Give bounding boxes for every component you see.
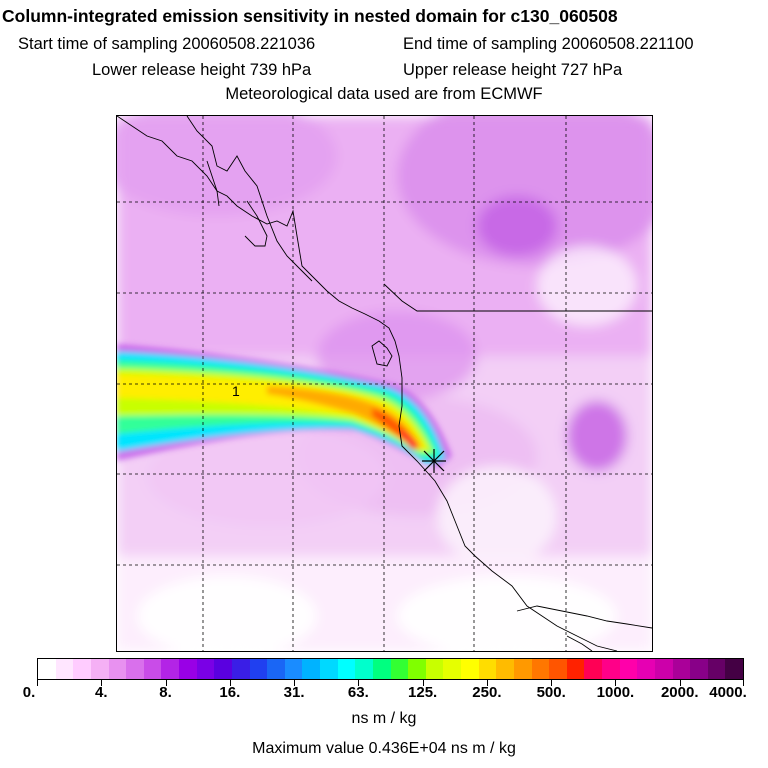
colorbar-segment bbox=[55, 659, 74, 679]
colorbar-tick-label: 8. bbox=[159, 684, 172, 701]
coastline-west bbox=[117, 116, 618, 651]
colorbar-tick-label: 4. bbox=[95, 684, 108, 701]
sensitivity-map: 1 bbox=[117, 116, 652, 651]
colorbar-segment bbox=[443, 659, 461, 679]
colorbar-segment bbox=[425, 659, 444, 679]
colorbar-segment bbox=[214, 659, 232, 679]
colorbar-segment bbox=[73, 659, 91, 679]
colorbar-tick-label: 31. bbox=[283, 684, 305, 701]
colorbar-tick bbox=[165, 680, 167, 686]
colorbar-tick-label: 125. bbox=[408, 684, 438, 701]
peninsula-outline bbox=[206, 160, 268, 247]
colorbar-segment bbox=[549, 659, 567, 679]
colorbar-tick-label: 16. bbox=[219, 684, 241, 701]
end-time-label: End time of sampling 20060508.221100 bbox=[403, 35, 694, 53]
max-value-label: Maximum value 0.436E+04 ns m / kg bbox=[252, 740, 516, 757]
plume-layer-4 bbox=[117, 374, 427, 449]
colorbar-segment bbox=[320, 659, 338, 679]
colorbar-segment bbox=[496, 659, 514, 679]
lower-release-label: Lower release height 739 hPa bbox=[92, 61, 312, 79]
colorbar-tick bbox=[101, 680, 103, 686]
colorbar-tick-label: 250. bbox=[472, 684, 502, 701]
start-time-label: Start time of sampling 20060508.221036 bbox=[18, 35, 316, 53]
colorbar-segment bbox=[196, 659, 215, 679]
colorbar-tick-label: 1000. bbox=[596, 684, 635, 701]
plume bbox=[117, 344, 452, 468]
release-point-marker bbox=[422, 449, 446, 473]
colorbar-tick bbox=[679, 680, 681, 686]
colorbar-segment bbox=[390, 659, 409, 679]
colorbar-tick bbox=[358, 680, 360, 686]
colorbar-tick bbox=[615, 680, 617, 686]
gulf-coast bbox=[186, 116, 313, 282]
colorbar-segment bbox=[478, 659, 497, 679]
met-data-label: Meteorological data used are from ECMWF bbox=[225, 85, 543, 103]
colorbar-tick bbox=[37, 680, 38, 686]
colorbar-segment bbox=[408, 659, 426, 679]
colorbar-segment bbox=[108, 659, 127, 679]
colorbar-segment bbox=[302, 659, 320, 679]
colorbar-segment bbox=[690, 659, 708, 679]
inland-lake bbox=[371, 340, 393, 367]
colorbar-tick-label: 2000. bbox=[660, 684, 699, 701]
colorbar-segment bbox=[531, 659, 550, 679]
map-title: Column-integrated emission sensitivity i… bbox=[2, 6, 618, 26]
colorbar-segment bbox=[707, 659, 726, 679]
colorbar-segment bbox=[267, 659, 285, 679]
colorbar-tick-label: 0. bbox=[22, 684, 36, 701]
colorbar-segment bbox=[143, 659, 162, 679]
colorbar-segment bbox=[461, 659, 479, 679]
colorbar-segment bbox=[725, 659, 743, 679]
colorbar-segment bbox=[654, 659, 673, 679]
colorbar-tick-label: 63. bbox=[347, 684, 369, 701]
colorbar-tick bbox=[422, 680, 424, 686]
colorbar-segment bbox=[637, 659, 655, 679]
map-panel: 1 bbox=[116, 115, 653, 652]
colorbar-segment bbox=[126, 659, 144, 679]
contour-label: 1 bbox=[232, 383, 240, 399]
border-line bbox=[383, 283, 652, 312]
colorbar-segment bbox=[337, 659, 356, 679]
colorbar-segment bbox=[179, 659, 197, 679]
colorbar-segment bbox=[231, 659, 250, 679]
upper-release-label: Upper release height 727 hPa bbox=[403, 61, 623, 79]
background-field bbox=[117, 116, 652, 651]
colorbar-segment bbox=[513, 659, 532, 679]
colorbar-segment bbox=[602, 659, 620, 679]
colorbar-segment bbox=[249, 659, 268, 679]
colorbar-segment bbox=[372, 659, 391, 679]
colorbar-tick bbox=[294, 680, 296, 686]
colorbar-segment bbox=[355, 659, 373, 679]
map-grid bbox=[117, 116, 652, 651]
colorbar-tick bbox=[229, 680, 231, 686]
colorbar-tick bbox=[486, 680, 488, 686]
colorbar-ticks bbox=[37, 680, 744, 688]
colorbar-tick-label: 4000. bbox=[709, 684, 747, 701]
colorbar-tick bbox=[743, 680, 744, 686]
colorbar-segment bbox=[90, 659, 109, 679]
colorbar-segment bbox=[38, 659, 56, 679]
coastlines bbox=[117, 116, 652, 651]
plume-layer-5 bbox=[267, 386, 422, 446]
coastline-south bbox=[516, 605, 652, 629]
colorbar-tick-label: 500. bbox=[536, 684, 566, 701]
colorbar-segment bbox=[619, 659, 638, 679]
units-label: ns m / kg bbox=[351, 710, 417, 727]
plume-layer-7 bbox=[401, 431, 420, 449]
colorbar-segment bbox=[672, 659, 691, 679]
colorbar-tick bbox=[551, 680, 553, 686]
colorbar bbox=[37, 658, 744, 680]
coastline-se bbox=[566, 635, 593, 651]
colorbar-segment bbox=[566, 659, 585, 679]
colorbar-segment bbox=[284, 659, 303, 679]
colorbar-segment bbox=[584, 659, 602, 679]
colorbar-segment bbox=[161, 659, 179, 679]
